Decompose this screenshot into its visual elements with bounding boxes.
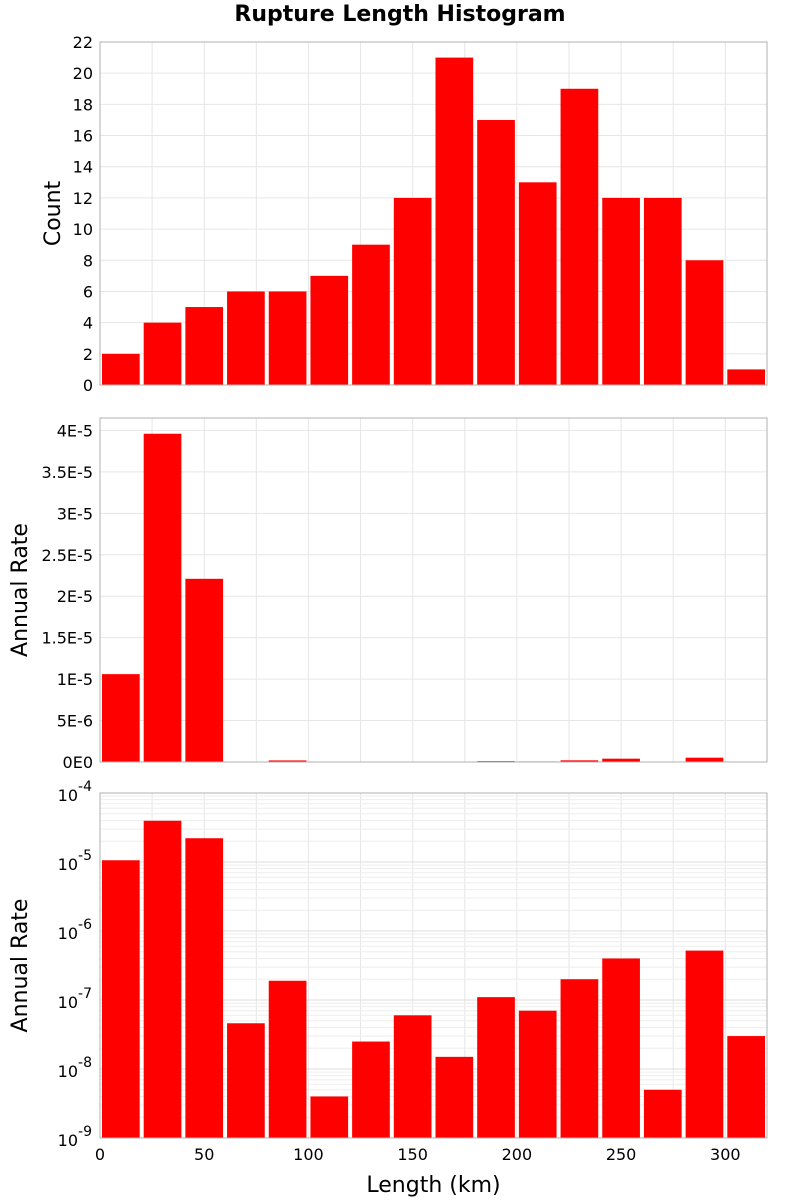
y-tick-label: 18 <box>73 95 93 114</box>
y-tick-label: 10-5 <box>58 848 92 874</box>
histogram-bar <box>477 119 515 386</box>
histogram-bar <box>602 197 640 385</box>
y-tick-label: 8 <box>83 251 93 270</box>
y-tick-label: 10-6 <box>58 917 92 943</box>
x-tick-label: 50 <box>194 1145 214 1164</box>
y-axis-label: Annual Rate <box>8 523 33 657</box>
y-tick-label: 3.5E-5 <box>41 463 93 482</box>
histogram-bar <box>143 433 182 762</box>
y-tick-label: 16 <box>73 127 93 146</box>
histogram-bar <box>518 1010 557 1138</box>
histogram-bar <box>268 291 307 385</box>
y-tick-label: 10-7 <box>58 986 92 1012</box>
y-tick-label: 10-8 <box>58 1055 92 1081</box>
histogram-bar <box>185 578 224 762</box>
y-tick-label: 2E-5 <box>57 587 93 606</box>
histogram-bar <box>143 322 182 385</box>
histogram-bar <box>727 1036 765 1138</box>
histogram-bar <box>185 307 224 385</box>
histogram-bar <box>393 197 432 385</box>
histogram-bar <box>102 674 140 762</box>
y-tick-label: 2.5E-5 <box>41 546 93 565</box>
y-tick-label: 12 <box>73 189 93 208</box>
x-tick-label: 0 <box>95 1145 105 1164</box>
y-tick-label: 2 <box>83 345 93 364</box>
x-tick-label: 100 <box>293 1145 324 1164</box>
histogram-bar <box>227 291 265 385</box>
histogram-bar <box>685 757 724 762</box>
chart-title: Rupture Length Histogram <box>234 2 566 27</box>
histogram-bar <box>185 838 224 1138</box>
x-tick-label: 200 <box>502 1145 533 1164</box>
x-tick-label: 300 <box>710 1145 741 1164</box>
plot-frame <box>99 417 768 763</box>
histogram-bar <box>310 1096 349 1138</box>
histogram-bar <box>352 1041 390 1138</box>
histogram-bar <box>685 950 724 1138</box>
y-tick-label: 0 <box>83 376 93 395</box>
y-tick-label: 1.5E-5 <box>41 629 93 648</box>
histogram-bar <box>310 275 349 385</box>
histogram-bar <box>352 244 390 385</box>
histogram-bar <box>143 820 182 1138</box>
histogram-bar <box>435 1056 474 1138</box>
y-tick-label: 5E-6 <box>57 712 93 731</box>
histogram-bar <box>393 1015 432 1138</box>
y-tick-label: 20 <box>73 64 93 83</box>
y-tick-label: 3E-5 <box>57 504 93 523</box>
histogram-bar <box>602 958 640 1138</box>
histogram-bar <box>227 1023 265 1138</box>
y-tick-label: 0E0 <box>63 753 93 772</box>
plot-frame <box>99 792 768 1139</box>
histogram-bar <box>518 182 557 385</box>
histogram-bar <box>602 758 640 762</box>
y-tick-label: 14 <box>73 158 93 177</box>
histogram-bar <box>560 88 599 385</box>
histogram-bar <box>435 57 474 385</box>
histogram-bar <box>643 197 682 385</box>
y-tick-label: 10-9 <box>58 1124 92 1150</box>
histogram-bar <box>727 369 765 385</box>
x-tick-label: 150 <box>397 1145 428 1164</box>
y-tick-label: 10 <box>73 220 93 239</box>
y-tick-label: 4 <box>83 314 93 333</box>
x-tick-label: 250 <box>606 1145 637 1164</box>
y-axis-label: Count <box>41 180 66 246</box>
histogram-bar <box>477 997 515 1138</box>
histogram-bar <box>102 860 140 1138</box>
histogram-bar <box>268 980 307 1138</box>
histogram-bar <box>685 260 724 385</box>
y-tick-label: 6 <box>83 282 93 301</box>
histogram-bar <box>268 760 307 762</box>
histogram-bar <box>560 760 599 762</box>
y-tick-label: 1E-5 <box>57 670 93 689</box>
y-tick-label: 4E-5 <box>57 421 93 440</box>
plot-frame <box>99 41 768 386</box>
histogram-bar <box>643 1089 682 1138</box>
y-axis-label: Annual Rate <box>8 899 33 1033</box>
histogram-bar <box>102 353 140 385</box>
x-axis-label: Length (km) <box>366 1173 500 1198</box>
y-tick-label: 10-4 <box>58 779 92 805</box>
y-tick-label: 22 <box>73 33 93 52</box>
histogram-bar <box>560 979 599 1138</box>
